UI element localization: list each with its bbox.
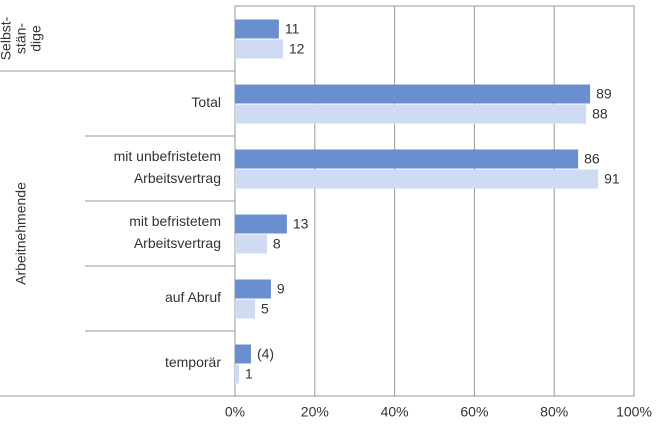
bar [235, 279, 271, 299]
data-label: 11 [285, 21, 300, 37]
data-label: 5 [261, 301, 269, 317]
bar [235, 364, 239, 384]
data-label: 88 [592, 106, 608, 122]
bar [235, 84, 591, 104]
data-label: 1 [245, 366, 253, 382]
data-label: 12 [289, 41, 305, 57]
group-label: dige [28, 25, 44, 52]
bar [235, 169, 599, 189]
plot-area [234, 5, 635, 397]
x-tick-label: 0% [225, 404, 245, 420]
data-label: 13 [293, 216, 309, 232]
bar [235, 19, 279, 39]
bar [235, 344, 251, 364]
x-tick-label: 80% [540, 404, 568, 420]
y-tick-label: auf Abruf [165, 289, 221, 305]
y-tick-label: mit befristetem [129, 213, 221, 229]
bar [235, 149, 579, 169]
bar [235, 234, 267, 254]
bar [235, 299, 255, 319]
bar [235, 104, 587, 124]
bar [235, 39, 283, 59]
x-tick-label: 60% [460, 404, 488, 420]
x-tick-label: 40% [381, 404, 409, 420]
y-tick-label: mit unbefristetem [114, 148, 221, 164]
group-label: stän- [13, 23, 29, 54]
bar [235, 214, 287, 234]
x-tick-label: 20% [301, 404, 329, 420]
data-label: 89 [596, 86, 612, 102]
data-label: 8 [273, 236, 281, 252]
group-label: Selbst- [0, 16, 14, 60]
x-tick-label: 100% [616, 404, 652, 420]
y-tick-label: Arbeitsvertrag [134, 170, 221, 186]
y-tick-label: Arbeitsvertrag [134, 235, 221, 251]
y-tick-label: Total [191, 94, 221, 110]
group-label: Arbeitnehmende [13, 182, 29, 285]
data-label: (4) [257, 346, 274, 362]
data-label: 9 [277, 281, 285, 297]
data-label: 91 [604, 171, 620, 187]
data-label: 86 [584, 151, 600, 167]
y-tick-label: temporär [165, 354, 221, 370]
